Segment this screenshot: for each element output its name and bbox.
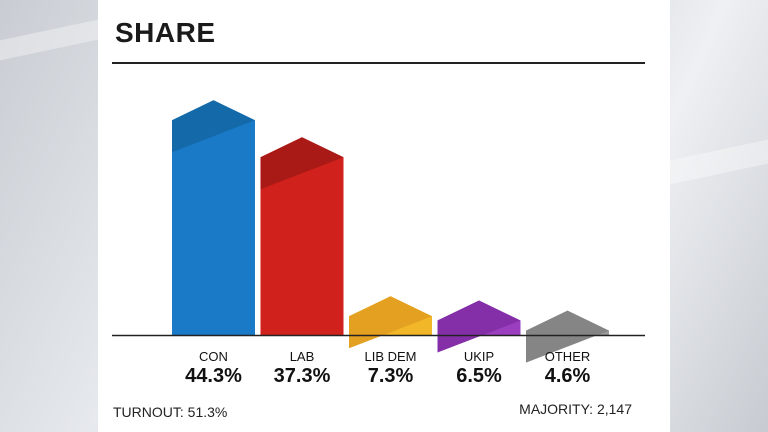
bar-roof-shade xyxy=(260,137,344,190)
category-label: LIB DEM xyxy=(364,349,416,364)
category-label: LAB xyxy=(290,349,315,364)
value-label: 7.3% xyxy=(368,365,414,387)
bar-roof-shade xyxy=(526,310,609,363)
title-divider xyxy=(112,62,645,64)
turnout-value: 51.3% xyxy=(187,404,228,420)
turnout-label: TURNOUT: xyxy=(113,404,184,420)
bar-lib-dem xyxy=(349,296,432,349)
value-label: 44.3% xyxy=(185,365,242,387)
bar-roof-shade xyxy=(172,100,255,153)
bar-lab xyxy=(260,137,344,335)
share-panel: SHARE CON 44.3% LAB 37.3% LIB DEM 7.3% UKIP 6.5… xyxy=(98,0,670,432)
category-label: OTHER xyxy=(545,349,591,364)
value-label: 6.5% xyxy=(456,365,502,387)
value-label: 37.3% xyxy=(274,365,331,387)
category-label: CON xyxy=(199,349,228,364)
bar-con xyxy=(172,100,255,336)
majority-readout: MAJORITY: 2,147 xyxy=(519,401,632,417)
background-stripe xyxy=(0,19,98,61)
background-stripe xyxy=(670,139,768,185)
turnout-readout: TURNOUT: 51.3% xyxy=(113,404,227,420)
chart-title: SHARE xyxy=(115,17,216,48)
bar-body xyxy=(260,137,344,335)
category-label: UKIP xyxy=(464,349,494,364)
bar-roof-shade xyxy=(437,300,521,353)
bar-ukip xyxy=(437,300,521,353)
majority-label: MAJORITY: xyxy=(519,401,594,417)
majority-value: 2,147 xyxy=(596,401,632,417)
bar-other xyxy=(526,310,609,363)
value-label: 4.6% xyxy=(545,365,591,387)
bar-body xyxy=(172,100,255,336)
